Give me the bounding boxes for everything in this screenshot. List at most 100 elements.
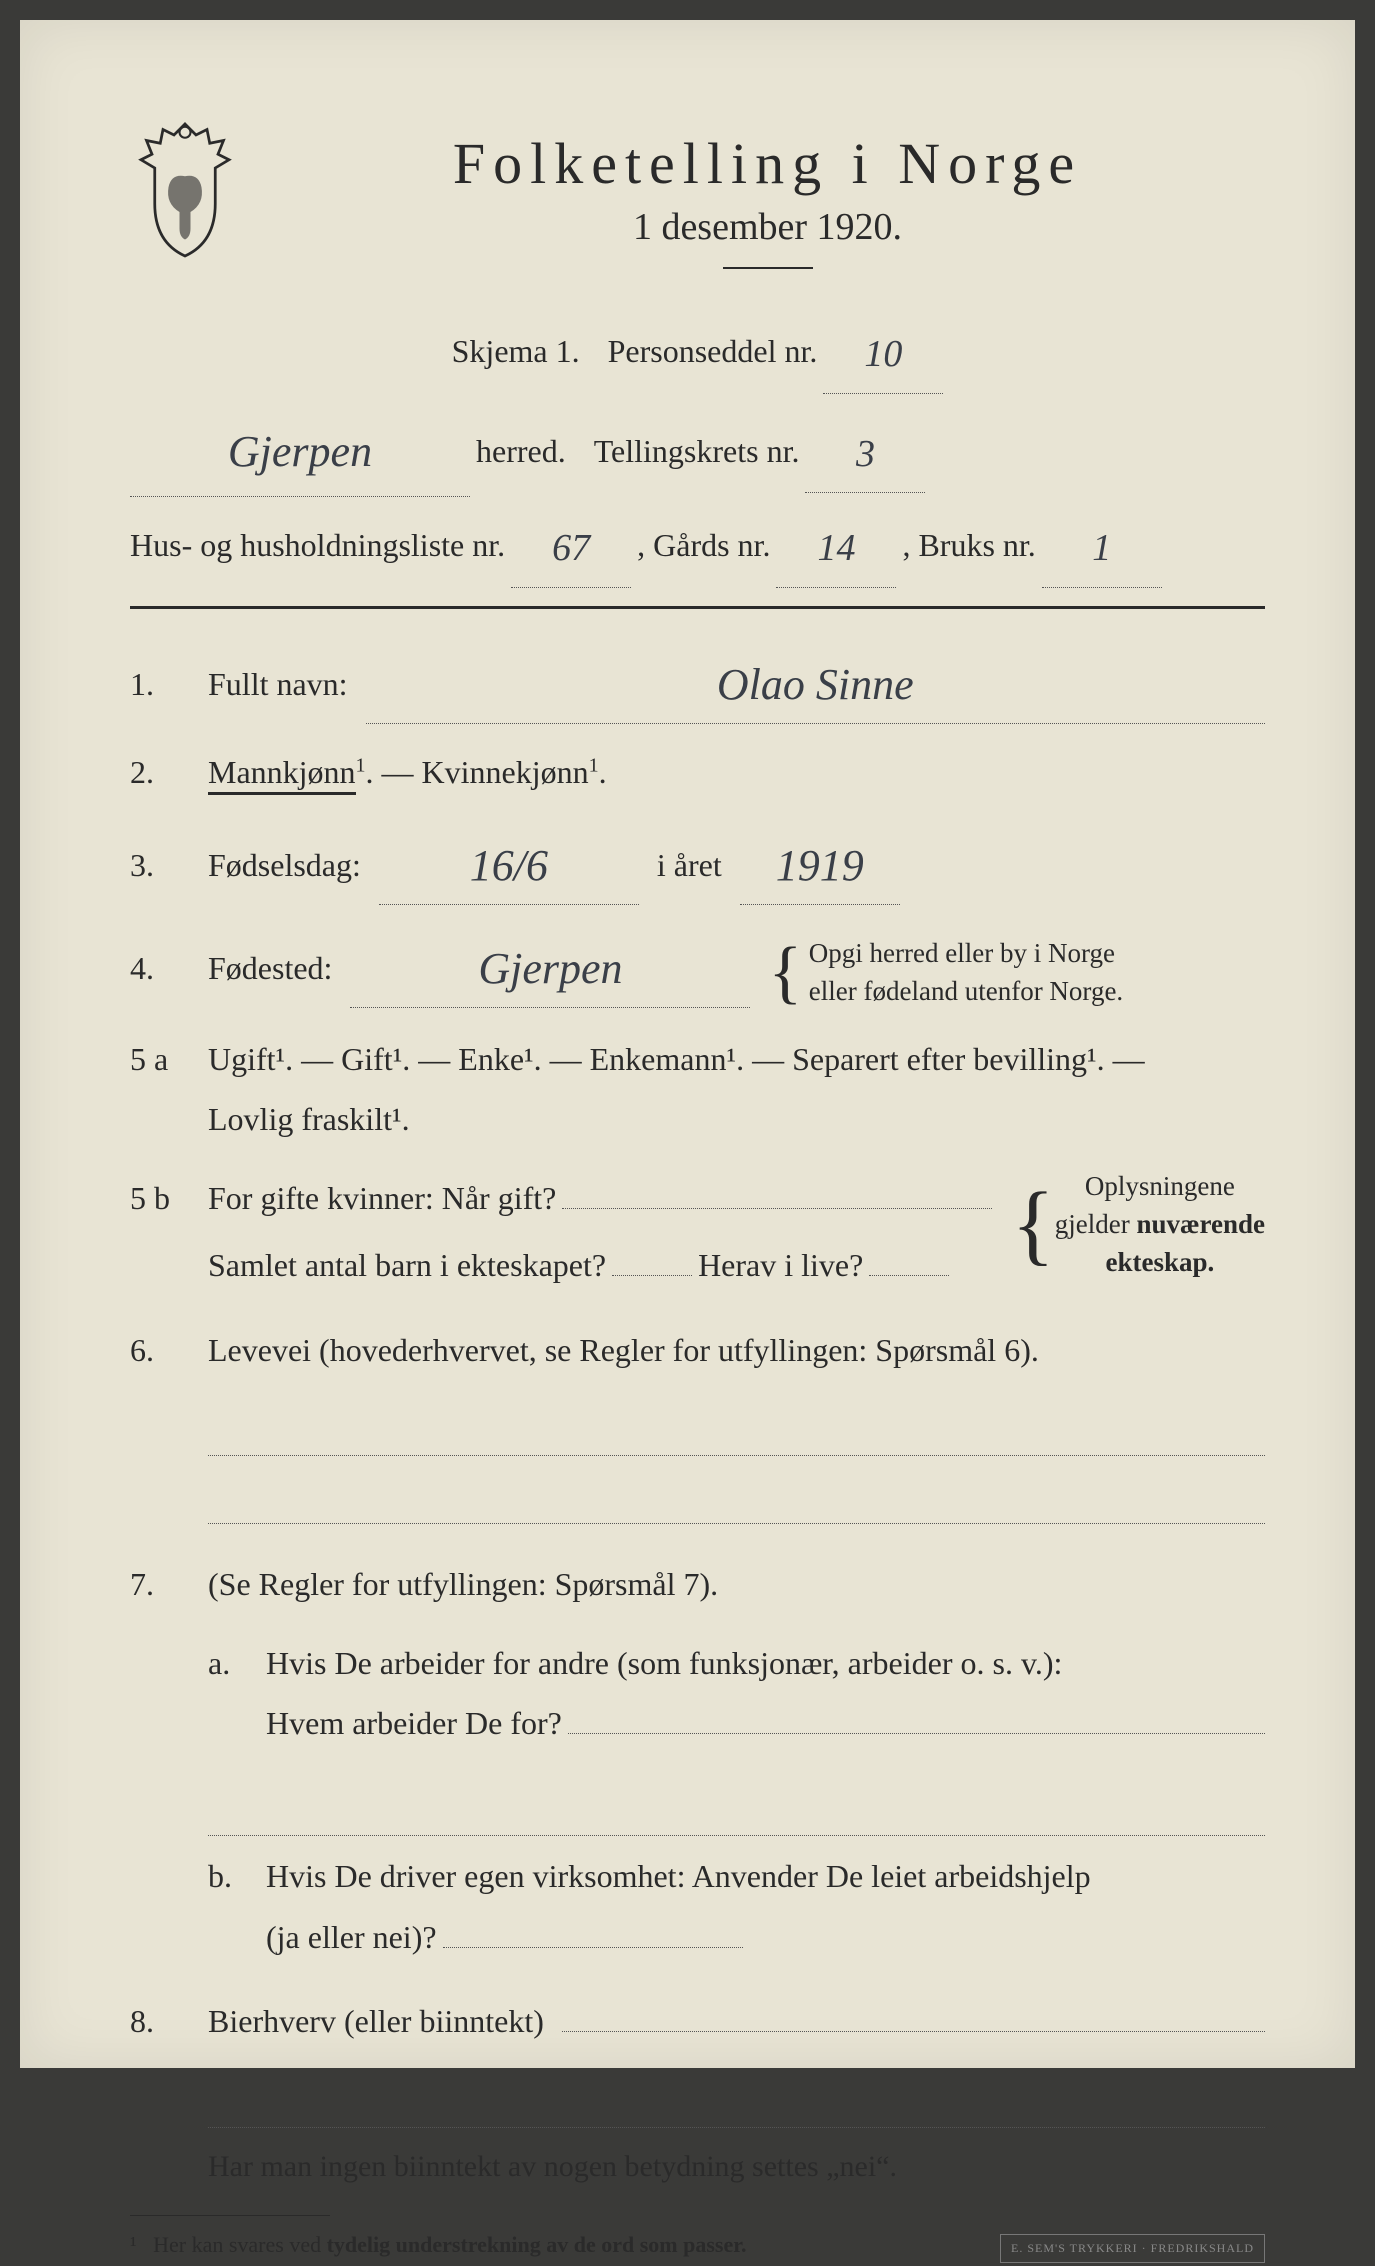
- husliste-label: Hus- og husholdningsliste nr.: [130, 510, 505, 580]
- title-main: Folketelling i Norge: [270, 130, 1265, 197]
- q3-day: 16/6: [379, 820, 639, 905]
- q4: 4. Fødested: Gjerpen { Opgi herred eller…: [130, 923, 1265, 1011]
- q7b: b. Hvis De driver egen virksomhet: Anven…: [208, 1846, 1265, 1974]
- q8-note: Har man ingen biinntekt av nogen betydni…: [208, 2138, 1265, 2195]
- printer-stamp: E. SEM'S TRYKKERI · FREDRIKSHALD: [1000, 2234, 1265, 2263]
- footnote: ¹ Her kan svares ved tydelig understrekn…: [130, 2224, 1265, 2266]
- bruks-label: , Bruks nr.: [902, 510, 1035, 580]
- q4-value: Gjerpen: [350, 923, 750, 1008]
- header: Folketelling i Norge 1 desember 1920.: [130, 120, 1265, 269]
- q8-blank: [562, 2031, 1265, 2032]
- q5b-line2a: Samlet antal barn i ekteskapet?: [208, 1235, 606, 1296]
- q6-blank1: [208, 1399, 1265, 1457]
- title-date: 1 desember 1920.: [270, 205, 1265, 249]
- q7b-num: b.: [208, 1846, 248, 1907]
- q5b-note1: Oplysningene: [1055, 1168, 1265, 1206]
- footnote-num: ¹: [130, 2232, 137, 2257]
- divider: [130, 606, 1265, 609]
- q7-intro: (Se Regler for utfyllingen: Spørsmål 7).: [208, 1554, 1265, 1615]
- q8-label: Bierhverv (eller biinntekt): [208, 1991, 544, 2052]
- gards-nr: 14: [776, 503, 896, 588]
- q4-num: 4.: [130, 938, 190, 999]
- q7a-1: Hvis De arbeider for andre (som funksjon…: [266, 1645, 1062, 1681]
- q7-num: 7.: [130, 1554, 190, 1615]
- q3-label: Fødselsdag:: [208, 835, 361, 896]
- q5b-note: { Oplysningene gjelder nuværende ekteska…: [1012, 1168, 1265, 1281]
- q5b-line2b: Herav i live?: [698, 1235, 863, 1296]
- q6-num: 6.: [130, 1320, 190, 1381]
- questions: 1. Fullt navn: Olao Sinne 2. Mannkjønn1.…: [130, 639, 1265, 2266]
- q5b-barn-blank: [612, 1275, 692, 1276]
- q3-i-aret: i året: [657, 835, 722, 896]
- q4-label: Fødested:: [208, 938, 332, 999]
- herred-label: herred.: [476, 416, 566, 486]
- q2-mann: Mannkjønn: [208, 754, 356, 795]
- q8: 8. Bierhverv (eller biinntekt): [130, 1991, 1265, 2052]
- q7a-blank2: [208, 1778, 1265, 1836]
- census-form-page: Folketelling i Norge 1 desember 1920. Sk…: [20, 20, 1355, 2068]
- q8-blank2: [208, 2070, 1265, 2128]
- gards-label: , Gårds nr.: [637, 510, 770, 580]
- q7a-body: Hvis De arbeider for andre (som funksjon…: [266, 1633, 1265, 1761]
- q5a-num: 5 a: [130, 1029, 190, 1090]
- brace-icon: {: [768, 945, 802, 1001]
- q3: 3. Fødselsdag: 16/6 i året 1919: [130, 820, 1265, 905]
- meta-line-3: Hus- og husholdningsliste nr. 67 , Gårds…: [130, 503, 1265, 588]
- meta-line-1: Skjema 1. Personseddel nr. 10: [130, 309, 1265, 394]
- q4-note1: Opgi herred eller by i Norge: [809, 935, 1123, 973]
- q5b-gift-blank: [562, 1208, 991, 1209]
- q5b-num: 5 b: [130, 1168, 190, 1229]
- footnote-text: Her kan svares ved tydelig understreknin…: [153, 2232, 746, 2257]
- bruks-nr: 1: [1042, 503, 1162, 588]
- q7b-2: (ja eller nei)?: [266, 1907, 437, 1968]
- q7: 7. (Se Regler for utfyllingen: Spørsmål …: [130, 1554, 1265, 1615]
- q5a-opts: Ugift¹. — Gift¹. — Enke¹. — Enkemann¹. —…: [208, 1041, 1145, 1077]
- q3-num: 3.: [130, 835, 190, 896]
- q4-note2: eller fødeland utenfor Norge.: [809, 973, 1123, 1011]
- q5b-note2: gjelder nuværende: [1055, 1206, 1265, 1244]
- q7a: a. Hvis De arbeider for andre (som funks…: [208, 1633, 1265, 1761]
- q5b-body: For gifte kvinner: Når gift? Samlet anta…: [208, 1168, 1265, 1302]
- q6-blank2: [208, 1466, 1265, 1524]
- husliste-nr: 67: [511, 503, 631, 588]
- q7b-blank: [443, 1947, 743, 1948]
- q7a-2: Hvem arbeider De for?: [266, 1693, 562, 1754]
- q2-num: 2.: [130, 742, 190, 803]
- coat-of-arms-icon: [130, 120, 240, 260]
- q8-num: 8.: [130, 1991, 190, 2052]
- footnote-rule: [130, 2215, 330, 2216]
- q5a: 5 a Ugift¹. — Gift¹. — Enke¹. — Enkemann…: [130, 1029, 1265, 1151]
- q5b-note3: ekteskap.: [1055, 1244, 1265, 1282]
- q4-note: { Opgi herred eller by i Norge eller fød…: [768, 935, 1123, 1011]
- meta-block: Skjema 1. Personseddel nr. 10 Gjerpen he…: [130, 309, 1265, 588]
- skjema-label: Skjema 1.: [452, 316, 580, 386]
- q2-body: Mannkjønn1. — Kvinnekjønn1.: [208, 742, 1265, 803]
- q7b-body: Hvis De driver egen virksomhet: Anvender…: [266, 1846, 1265, 1974]
- personseddel-label: Personseddel nr.: [608, 316, 818, 386]
- q2: 2. Mannkjønn1. — Kvinnekjønn1.: [130, 742, 1265, 803]
- q1-num: 1.: [130, 654, 190, 715]
- q7b-1: Hvis De driver egen virksomhet: Anvender…: [266, 1858, 1091, 1894]
- title-block: Folketelling i Norge 1 desember 1920.: [270, 130, 1265, 269]
- meta-line-2: Gjerpen herred. Tellingskrets nr. 3: [130, 400, 1265, 498]
- q6-text: Levevei (hovederhvervet, se Regler for u…: [208, 1320, 1265, 1381]
- q3-year: 1919: [740, 820, 900, 905]
- brace-icon: {: [1012, 1189, 1055, 1261]
- q5b-live-blank: [869, 1275, 949, 1276]
- q5b: 5 b For gifte kvinner: Når gift? Samlet …: [130, 1168, 1265, 1302]
- q1-label: Fullt navn:: [208, 654, 348, 715]
- herred-value: Gjerpen: [130, 400, 470, 498]
- tellingskrets-nr: 3: [805, 409, 925, 494]
- q5a-opts2: Lovlig fraskilt¹.: [208, 1101, 410, 1137]
- q5b-line1a: For gifte kvinner: Når gift?: [208, 1168, 556, 1229]
- q5a-body: Ugift¹. — Gift¹. — Enke¹. — Enkemann¹. —…: [208, 1029, 1265, 1151]
- personseddel-nr: 10: [823, 309, 943, 394]
- q1: 1. Fullt navn: Olao Sinne: [130, 639, 1265, 724]
- q2-sep: —: [382, 754, 422, 790]
- q6: 6. Levevei (hovederhvervet, se Regler fo…: [130, 1320, 1265, 1381]
- tellingskrets-label: Tellingskrets nr.: [594, 416, 800, 486]
- q7a-num: a.: [208, 1633, 248, 1694]
- q7a-blank: [568, 1733, 1265, 1734]
- q2-kvinne: Kvinnekjønn: [422, 754, 589, 790]
- title-rule: [723, 267, 813, 269]
